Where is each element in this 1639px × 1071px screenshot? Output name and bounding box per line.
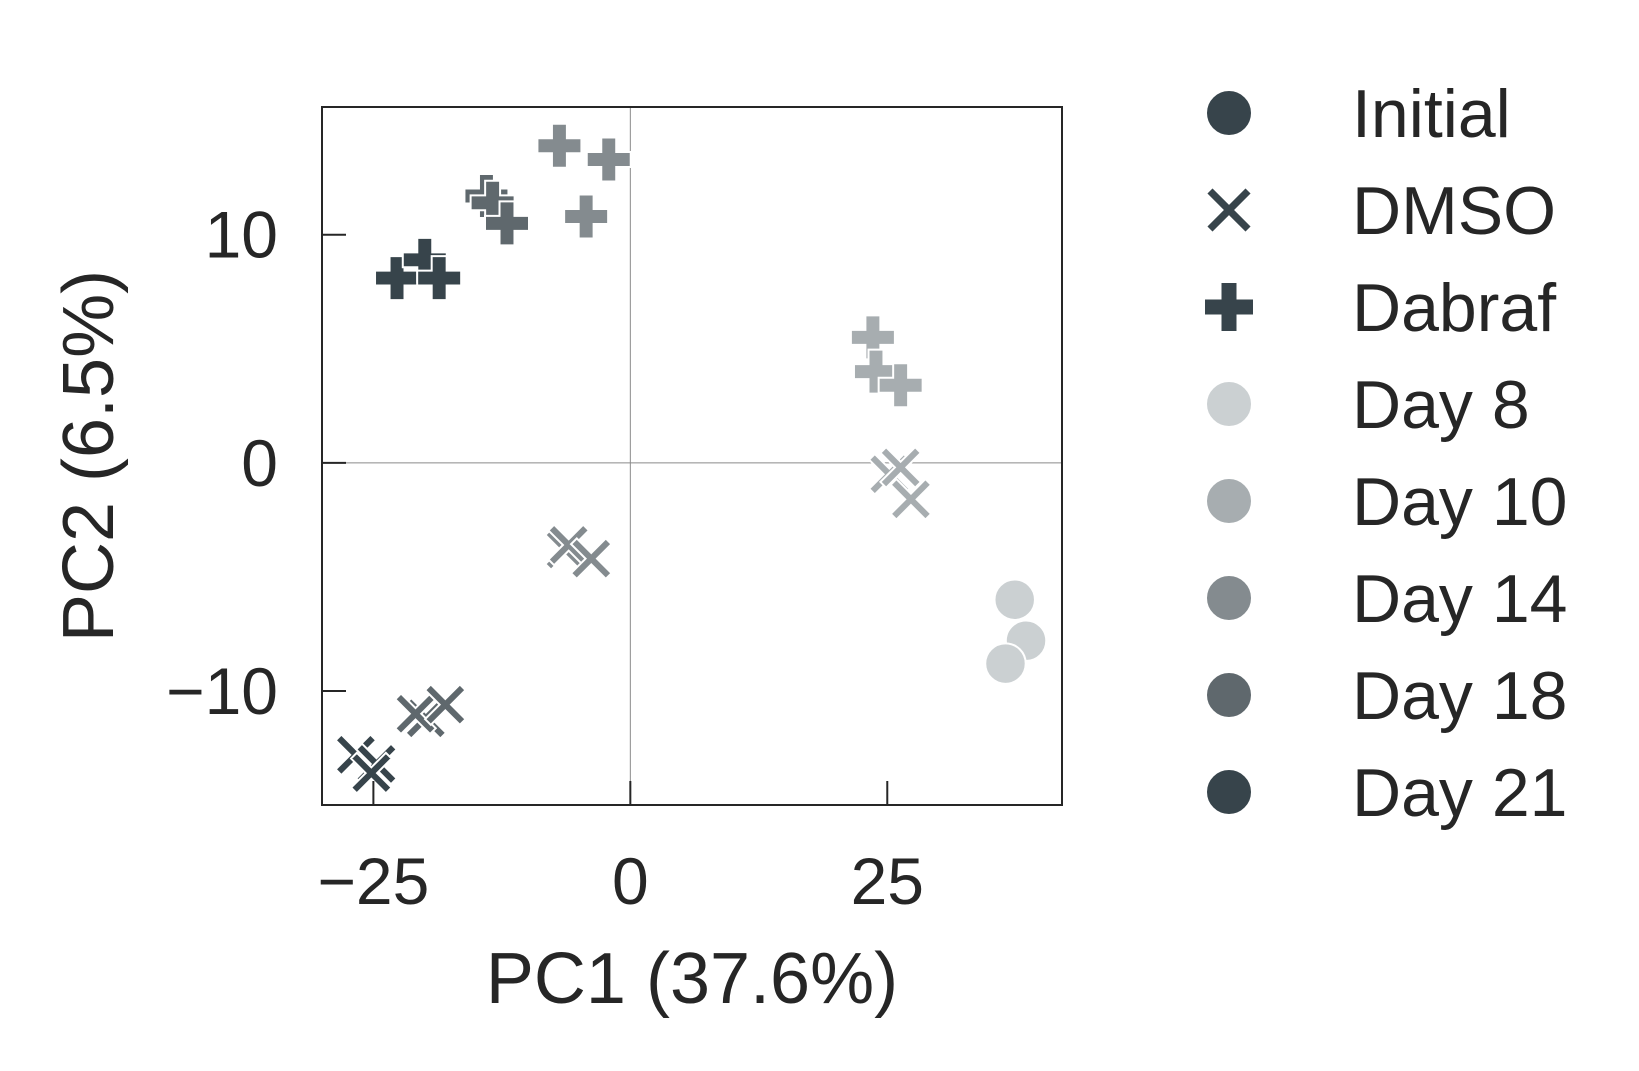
legend-label: Initial	[1352, 76, 1511, 152]
legend-label: Day 14	[1352, 561, 1567, 637]
legend-circle-marker	[1205, 89, 1253, 137]
legend-item: Day 21	[1205, 755, 1567, 831]
x-tick-label: 0	[612, 844, 649, 918]
legend-label: Day 21	[1352, 755, 1567, 831]
legend-item: Dabraf	[1203, 270, 1556, 346]
point-x-marker	[423, 682, 467, 727]
legend-label: DMSO	[1352, 173, 1556, 249]
point-x-marker	[547, 523, 591, 567]
point-plus-marker	[585, 136, 632, 183]
x-tick-label: 25	[851, 844, 924, 918]
point-plus-marker	[877, 362, 924, 409]
point-x-marker	[889, 477, 933, 521]
point-circle-marker	[984, 642, 1027, 685]
x-axis-label: PC1 (37.6%)	[486, 939, 898, 1019]
point-x-marker	[878, 445, 923, 490]
zero-lines	[322, 107, 1062, 805]
y-tick-label: 10	[205, 198, 278, 272]
point-plus-marker	[484, 200, 530, 247]
x-axis: −25 0 25	[317, 781, 924, 918]
point-plus-marker	[536, 122, 583, 169]
point-circle-marker	[993, 578, 1036, 621]
legend-item: Day 18	[1205, 658, 1567, 734]
legend-label: Day 10	[1352, 464, 1567, 540]
legend-circle-marker	[1205, 574, 1253, 622]
legend-circle-marker	[1205, 768, 1253, 816]
x-tick-label: −25	[317, 844, 429, 918]
point-plus-marker	[416, 255, 463, 302]
legend-label: Day 8	[1352, 367, 1530, 443]
legend-label: Dabraf	[1352, 270, 1556, 346]
point-x-marker	[349, 751, 393, 795]
legend-x-marker	[1204, 185, 1254, 235]
legend-circle-marker	[1205, 671, 1253, 719]
y-axis-label: PC2 (6.5%)	[49, 270, 129, 642]
point-x-marker	[569, 536, 613, 581]
legend-plus-marker	[1203, 281, 1255, 333]
legend-item: Day 8	[1205, 367, 1530, 443]
legend-item: DMSO	[1204, 173, 1556, 249]
point-plus-marker	[374, 255, 421, 302]
y-tick-label: 0	[241, 426, 278, 500]
legend-circle-marker	[1205, 380, 1253, 428]
legend-circle-marker	[1205, 477, 1253, 525]
legend-label: Day 18	[1352, 658, 1567, 734]
legend-item: Day 10	[1205, 464, 1567, 540]
legend: Initial DMSO Dabraf Day 8 Day 10 Day 14 Day 18…	[1203, 76, 1567, 831]
legend-item: Day 14	[1205, 561, 1567, 637]
y-axis: −10 0 10	[166, 198, 346, 728]
y-tick-label: −10	[166, 654, 278, 728]
plot-frame	[321, 106, 1063, 806]
point-plus-marker	[563, 193, 610, 240]
data-points	[334, 122, 1048, 795]
legend-item: Initial	[1205, 76, 1511, 152]
